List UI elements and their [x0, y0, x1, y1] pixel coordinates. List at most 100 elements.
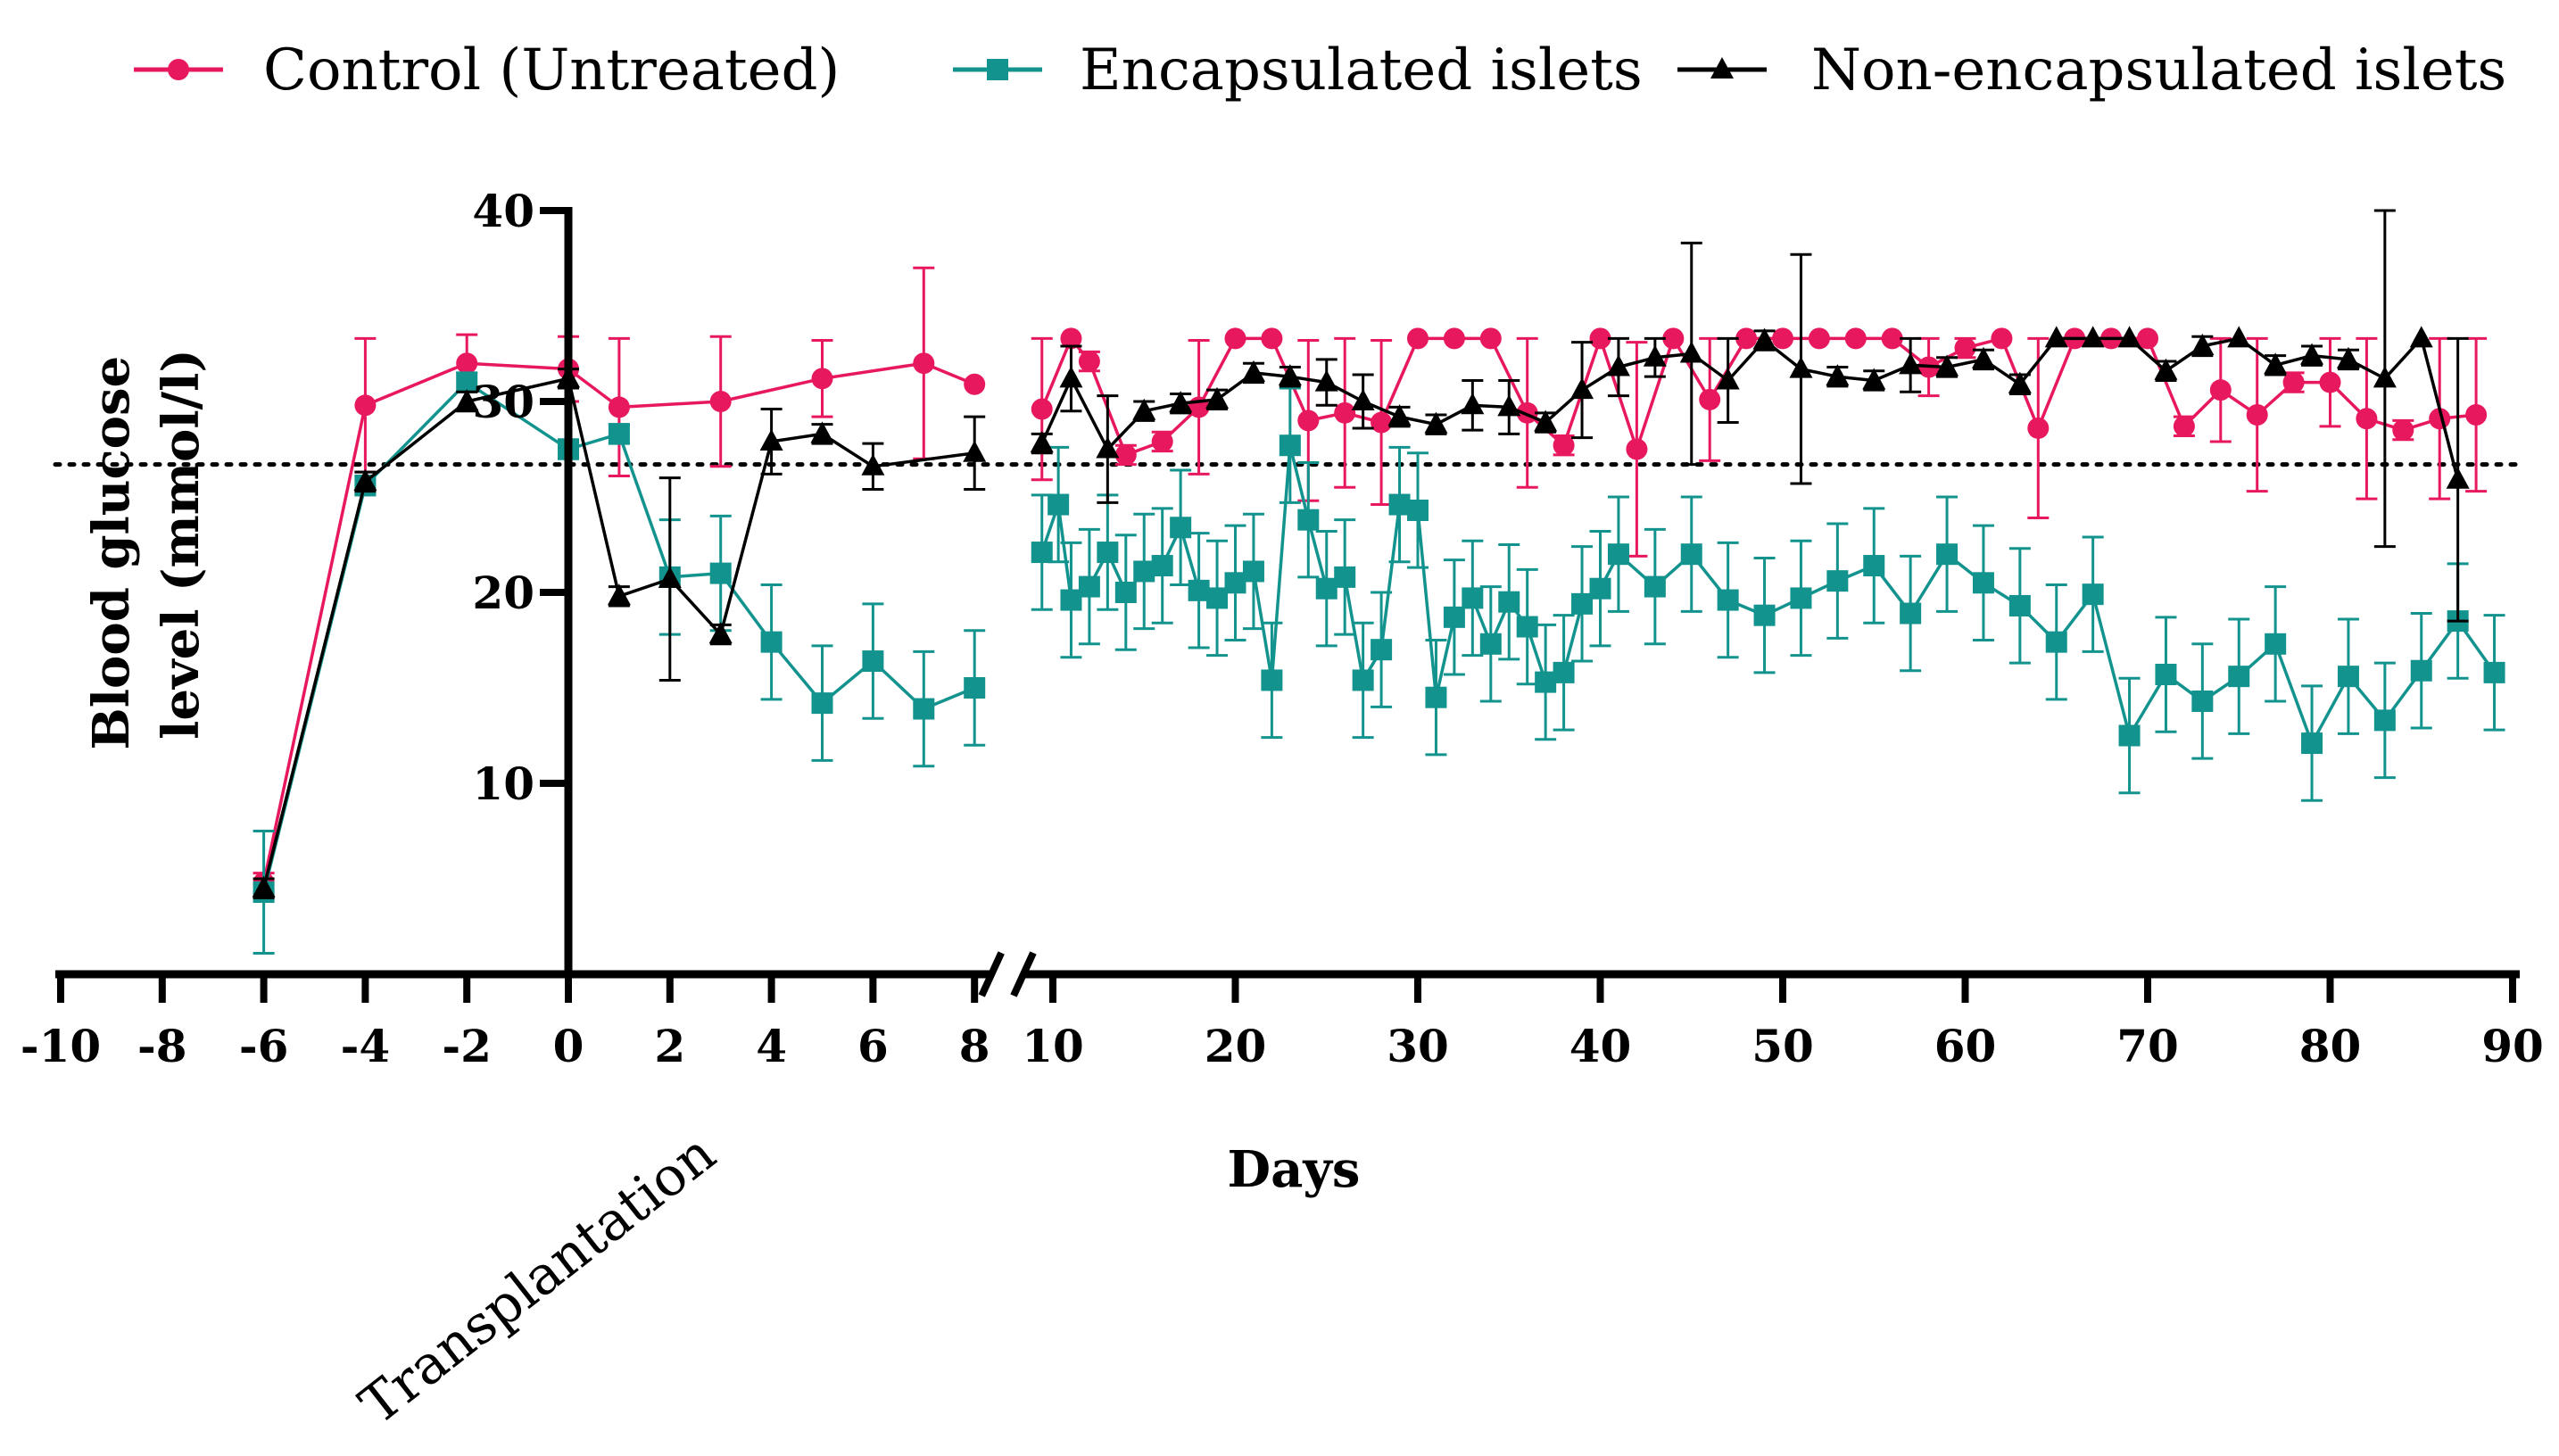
data-point: [1479, 633, 1502, 655]
y-tick-label: 40: [472, 185, 534, 237]
y-axis-title-line-2: level (mmol/l): [152, 349, 211, 740]
x-tick-label: -2: [442, 1020, 492, 1072]
data-point: [2409, 326, 2433, 348]
data-point: [1826, 570, 1849, 592]
data-point: [608, 423, 630, 445]
data-point: [1278, 364, 1302, 386]
series-1: [253, 266, 2488, 894]
data-point: [456, 352, 478, 375]
x-tick-label: 80: [2299, 1020, 2362, 1072]
data-point: [964, 677, 986, 699]
data-point: [1899, 352, 1923, 375]
data-point: [1114, 582, 1137, 603]
series-2: [253, 371, 2505, 955]
data-point: [455, 389, 479, 410]
data-point: [1662, 327, 1685, 350]
data-point: [760, 631, 783, 653]
data-point: [1048, 493, 1070, 516]
x-tick-label: 8: [959, 1020, 990, 1072]
data-point: [2228, 666, 2250, 688]
data-point: [1606, 354, 1630, 376]
data-point: [2392, 419, 2414, 442]
axis-break-mark: [978, 951, 1005, 997]
data-point: [811, 692, 833, 715]
data-point: [2154, 358, 2178, 380]
data-point: [810, 421, 834, 443]
legend-item-3: Non-encapsulated islets: [1677, 37, 2506, 103]
data-point: [1371, 411, 1393, 434]
data-point: [1224, 327, 1246, 350]
data-point: [2446, 467, 2470, 489]
y-axis-title: Blood glucose level (mmol/l): [82, 338, 211, 749]
transplantation-annotation: Transplantation: [348, 1122, 726, 1437]
data-point: [709, 391, 732, 412]
axis-break-mark: [1010, 951, 1037, 997]
data-point: [1387, 404, 1412, 426]
data-point: [1206, 587, 1229, 609]
data-point: [2191, 690, 2214, 712]
data-point: [1571, 592, 1594, 615]
data-point: [1497, 394, 1521, 417]
data-point: [1170, 517, 1192, 539]
data-point: [913, 698, 935, 720]
x-tick-label: 2: [654, 1020, 685, 1072]
x-tick-label: 30: [1387, 1020, 1449, 1072]
data-point: [1078, 575, 1100, 598]
data-point: [2282, 371, 2305, 393]
data-point: [1516, 616, 1538, 638]
series-line: [1040, 336, 2460, 481]
x-tick-label: 20: [1205, 1020, 1267, 1072]
data-point: [2008, 371, 2032, 393]
data-point: [2265, 633, 2287, 655]
data-point: [608, 396, 630, 418]
data-point: [1717, 589, 1739, 611]
legend-swatch-marker: [987, 59, 1008, 80]
data-point: [1060, 327, 1082, 350]
legend-swatch-marker: [1710, 57, 1734, 79]
data-point: [2045, 631, 2067, 653]
data-point: [861, 453, 885, 476]
data-point: [1352, 669, 1374, 691]
data-point: [1570, 377, 1594, 400]
legend-label: Encapsulated islets: [1080, 37, 1643, 103]
data-point: [1479, 327, 1502, 350]
data-point: [1589, 327, 1611, 350]
data-point: [1607, 543, 1629, 566]
data-point: [1900, 602, 1922, 625]
data-point: [1334, 566, 1356, 588]
data-point: [2173, 415, 2195, 437]
data-point: [1151, 430, 1173, 452]
data-point: [658, 567, 682, 589]
data-point: [1224, 572, 1246, 594]
data-point: [913, 352, 935, 375]
data-point: [1936, 543, 1959, 566]
y-tick-label: 30: [472, 376, 534, 428]
x-tick-label: 50: [1752, 1020, 1814, 1072]
data-point: [2336, 346, 2360, 368]
series-group: [252, 209, 2505, 955]
data-point: [1388, 493, 1411, 516]
data-point: [2209, 379, 2232, 401]
data-point: [862, 650, 884, 673]
data-point: [2300, 343, 2324, 365]
data-point: [1971, 346, 1995, 368]
data-point: [1680, 543, 1702, 566]
data-point: [353, 468, 377, 491]
data-point: [1699, 388, 1721, 410]
data-point: [1031, 542, 1053, 564]
data-point: [1844, 327, 1867, 350]
data-point: [1407, 327, 1429, 350]
data-point: [1132, 398, 1156, 420]
data-point: [2081, 326, 2105, 348]
data-point: [709, 562, 732, 584]
data-point: [1078, 351, 1100, 373]
data-point: [1060, 589, 1082, 611]
data-point: [1679, 341, 1703, 363]
data-point: [759, 428, 783, 451]
x-tick-label: 60: [1934, 1020, 1997, 1072]
data-point: [2337, 666, 2359, 688]
data-point: [1059, 366, 1083, 388]
data-point: [1424, 411, 1448, 434]
